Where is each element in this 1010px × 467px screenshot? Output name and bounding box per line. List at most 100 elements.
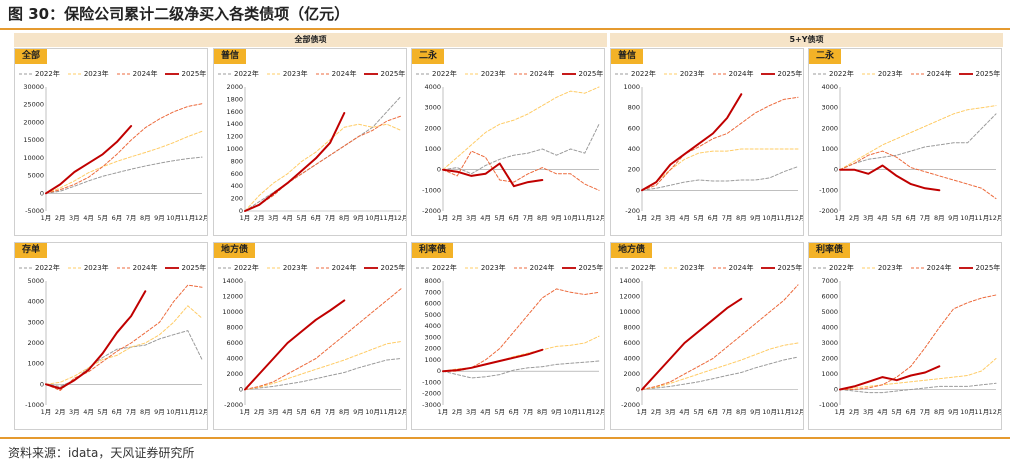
chart-panel: 普信 2022年 2023年 2024年 2025年 -200 0 200 400 600 800 1… bbox=[610, 48, 804, 236]
legend-swatch bbox=[959, 73, 974, 75]
x-tick-label: 1月 bbox=[41, 408, 52, 416]
chart-panel: 二永 2022年 2023年 2024年 2025年 -2000 -1000 0 1000 200… bbox=[808, 48, 1002, 236]
chart-panel: 全部 2022年 2023年 2024年 2025年 -5000 0 5000 10000 150… bbox=[14, 48, 208, 236]
x-tick-label: 11月 bbox=[379, 214, 394, 222]
legend-item: 2022年 bbox=[218, 69, 259, 79]
legend-item: 2022年 bbox=[416, 69, 457, 79]
x-tick-label: 11月 bbox=[180, 214, 195, 222]
legend-label: 2024年 bbox=[926, 70, 952, 78]
legend-swatch bbox=[315, 73, 330, 75]
y-tick-label: 10000 bbox=[619, 308, 640, 316]
y-tick-label: 0 bbox=[437, 367, 441, 375]
y-tick-label: 1000 bbox=[424, 145, 441, 153]
series-line bbox=[839, 294, 997, 390]
x-tick-label: 3月 bbox=[69, 408, 80, 416]
legend-swatch bbox=[813, 267, 827, 269]
figure-title: 图 30：保险公司累计二级净买入各类债项（亿元） bbox=[8, 5, 350, 23]
series-line bbox=[442, 162, 544, 188]
y-tick-label: -1000 bbox=[819, 186, 838, 194]
legend-item: 2022年 bbox=[218, 263, 259, 273]
legend-label: 2024年 bbox=[728, 70, 754, 78]
y-tick-label: 0 bbox=[40, 380, 44, 388]
x-tick-label: 3月 bbox=[466, 408, 477, 416]
y-tick-label: -200 bbox=[625, 207, 640, 215]
legend-item: 2024年 bbox=[910, 69, 952, 79]
y-tick-label: 6000 bbox=[226, 339, 243, 347]
x-tick-label: 10月 bbox=[166, 214, 181, 222]
chart-title: 存单 bbox=[15, 243, 48, 258]
y-tick-label: 1400 bbox=[226, 120, 243, 128]
y-tick-label: 4000 bbox=[821, 324, 838, 332]
legend-item: 2023年 bbox=[861, 69, 903, 79]
y-tick-label: 14000 bbox=[222, 277, 243, 285]
legend-swatch bbox=[364, 267, 379, 269]
y-tick-label: 400 bbox=[231, 182, 243, 190]
y-tick-label: 30000 bbox=[23, 83, 44, 91]
chart-plot: -1000 0 1000 2000 3000 4000 5000 1月 2月 3月 4月 5月 6月 7月… bbox=[25, 277, 207, 416]
y-tick-label: 1000 bbox=[27, 360, 44, 368]
x-tick-label: 8月 bbox=[736, 408, 747, 416]
y-tick-label: 6000 bbox=[623, 339, 640, 347]
y-tick-label: 2000 bbox=[226, 83, 243, 91]
x-tick-label: 8月 bbox=[140, 408, 151, 416]
x-tick-label: 7月 bbox=[722, 214, 733, 222]
x-tick-label: 2月 bbox=[651, 408, 662, 416]
legend-swatch bbox=[67, 267, 82, 269]
y-tick-label: 2000 bbox=[226, 370, 243, 378]
legend-label: 2022年 bbox=[432, 264, 457, 272]
legend-item: 2023年 bbox=[464, 263, 506, 273]
legend-item: 2022年 bbox=[416, 263, 457, 273]
x-tick-label: 1月 bbox=[637, 214, 648, 222]
source-note: 资料来源：idata，天风证券研究所 bbox=[8, 446, 195, 460]
x-tick-label: 4月 bbox=[679, 408, 690, 416]
legend-item: 2023年 bbox=[663, 69, 705, 79]
y-tick-label: 20000 bbox=[23, 118, 44, 126]
group-header-5y: 5+Y债项 bbox=[610, 33, 1003, 47]
legend-label: 2022年 bbox=[234, 70, 259, 78]
x-tick-label: 8月 bbox=[140, 214, 151, 222]
x-tick-label: 1月 bbox=[438, 214, 449, 222]
series-line bbox=[839, 105, 997, 171]
chart-legend: 2022年 2023年 2024年 2025年 bbox=[809, 263, 1001, 275]
x-tick-label: 9月 bbox=[948, 408, 959, 416]
legend-swatch bbox=[761, 73, 776, 75]
x-tick-label: 5月 bbox=[693, 408, 704, 416]
y-tick-label: -5000 bbox=[25, 207, 44, 215]
chart-legend: 2022年 2023年 2024年 2025年 bbox=[809, 69, 1001, 81]
legend-label: 2023年 bbox=[480, 70, 506, 78]
x-tick-label: 6月 bbox=[708, 214, 719, 222]
y-tick-label: -2000 bbox=[819, 207, 838, 215]
x-tick-label: 2月 bbox=[452, 214, 463, 222]
chart-panel: 地方债 2022年 2023年 2024年 2025年 -2000 0 2000 4000 600… bbox=[213, 242, 407, 430]
x-tick-label: 5月 bbox=[891, 408, 902, 416]
legend-item: 2025年 bbox=[562, 69, 603, 79]
x-tick-label: 6月 bbox=[906, 214, 917, 222]
x-tick-label: 11月 bbox=[776, 408, 791, 416]
y-tick-label: 0 bbox=[636, 386, 640, 394]
x-tick-label: 9月 bbox=[750, 408, 761, 416]
x-tick-label: 7月 bbox=[920, 214, 931, 222]
legend-label: 2025年 bbox=[777, 70, 803, 78]
y-tick-label: 0 bbox=[834, 386, 838, 394]
y-tick-label: 8000 bbox=[424, 277, 441, 285]
legend-label: 2025年 bbox=[578, 264, 604, 272]
x-tick-label: 9月 bbox=[551, 214, 562, 222]
x-tick-label: 2月 bbox=[55, 214, 66, 222]
x-tick-label: 12月 bbox=[195, 214, 207, 222]
legend-swatch bbox=[615, 267, 629, 269]
x-tick-label: 12月 bbox=[394, 214, 406, 222]
chart-title: 二永 bbox=[412, 49, 445, 64]
y-tick-label: 5000 bbox=[27, 277, 44, 285]
legend-swatch bbox=[116, 267, 131, 269]
legend-swatch bbox=[165, 267, 180, 269]
x-tick-label: 11月 bbox=[180, 408, 195, 416]
x-tick-label: 8月 bbox=[934, 408, 945, 416]
x-tick-label: 9月 bbox=[353, 214, 364, 222]
legend-swatch bbox=[19, 267, 33, 269]
legend-label: 2024年 bbox=[926, 264, 952, 272]
y-tick-label: 1000 bbox=[821, 370, 838, 378]
legend-item: 2022年 bbox=[813, 69, 854, 79]
x-tick-label: 12月 bbox=[394, 408, 406, 416]
legend-label: 2022年 bbox=[829, 264, 854, 272]
legend-swatch bbox=[266, 267, 281, 269]
